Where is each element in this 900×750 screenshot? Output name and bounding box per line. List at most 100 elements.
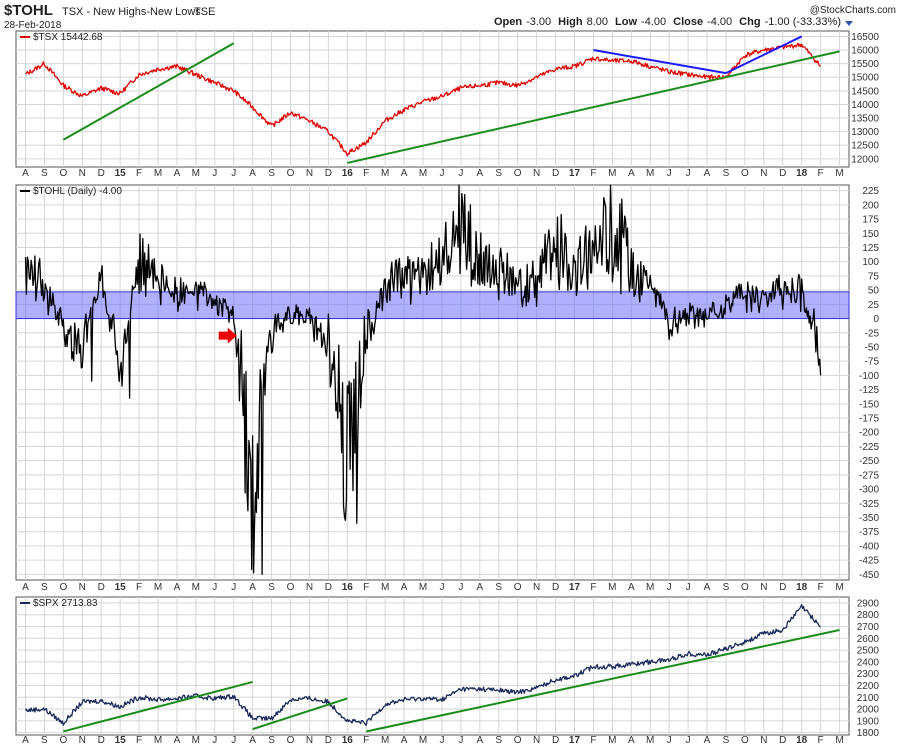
x-tick-label: A	[704, 735, 711, 746]
data-point	[706, 654, 708, 656]
y-tick-label: 2700	[857, 622, 880, 633]
y-tick-label: 13500	[851, 114, 879, 125]
data-point	[138, 244, 140, 246]
series-line-bottom	[24, 603, 821, 726]
y-tick-label: -450	[859, 570, 879, 581]
y-tick-label: 0	[873, 314, 879, 325]
x-tick-label: J	[231, 582, 236, 593]
x-tick-label: 15	[115, 735, 127, 746]
data-point	[687, 653, 689, 655]
x-tick-label: J	[439, 735, 444, 746]
data-point	[346, 522, 348, 524]
x-tick-label: S	[495, 168, 502, 179]
ohlc-value-high: 8.00	[587, 16, 608, 28]
data-point	[327, 701, 329, 703]
x-tick-label: F	[818, 582, 824, 593]
data-point	[25, 74, 27, 76]
y-tick-label: 150	[862, 229, 879, 240]
x-tick-label: F	[590, 168, 596, 179]
data-point	[649, 272, 651, 274]
data-point	[271, 718, 273, 720]
trendline-blue	[725, 35, 803, 75]
data-point	[574, 675, 576, 677]
y-tick-label: -225	[859, 442, 879, 453]
data-point	[441, 255, 443, 257]
x-tick-label: J	[458, 582, 463, 593]
trendline-green	[252, 697, 348, 731]
data-point	[479, 244, 481, 246]
data-point	[327, 131, 329, 133]
x-tick-label: 17	[569, 582, 581, 593]
data-point	[649, 65, 651, 67]
x-tick-label: M	[419, 582, 427, 593]
x-tick-label: S	[268, 582, 275, 593]
data-point	[62, 340, 64, 342]
y-tick-label: -300	[859, 485, 879, 496]
x-tick-label: O	[741, 582, 749, 593]
x-tick-label: M	[154, 168, 162, 179]
x-tick-label: S	[268, 168, 275, 179]
data-point	[233, 323, 235, 325]
ohlc-label-open: Open	[494, 16, 522, 28]
x-tick-label: J	[458, 735, 463, 746]
x-tick-label: N	[79, 735, 86, 746]
x-tick-label: 15	[115, 582, 127, 593]
data-point	[820, 374, 822, 376]
legend-label-bottom: $SPX 2713.83	[33, 598, 98, 609]
x-tick-label: A	[401, 168, 408, 179]
x-tick-label: D	[325, 168, 332, 179]
x-tick-label: M	[419, 168, 427, 179]
x-tick-label: J	[667, 582, 672, 593]
x-tick-label: S	[268, 735, 275, 746]
data-point	[100, 272, 102, 274]
data-point	[214, 82, 216, 84]
data-point	[744, 641, 746, 643]
x-tick-label: M	[419, 735, 427, 746]
trendline-green	[366, 629, 840, 733]
data-point	[25, 709, 27, 711]
data-point	[157, 284, 159, 286]
data-point	[176, 289, 178, 291]
data-point	[536, 76, 538, 78]
data-point	[668, 340, 670, 342]
x-tick-label: M	[835, 735, 843, 746]
data-point	[574, 261, 576, 263]
y-tick-label: 125	[862, 243, 879, 254]
x-tick-label: S	[41, 735, 48, 746]
ohlc-label-chg: Chg	[739, 16, 760, 28]
stockcharts-credit: @StockCharts.com	[810, 5, 896, 16]
x-tick-label: M	[381, 735, 389, 746]
data-point	[782, 629, 784, 631]
x-tick-label: O	[59, 168, 67, 179]
y-tick-label: 12000	[851, 154, 879, 165]
x-tick-label: M	[646, 582, 654, 593]
y-tick-label: 15000	[851, 73, 879, 84]
y-tick-label: -25	[865, 328, 880, 339]
chart-date: 28-Feb-2018	[4, 20, 62, 31]
chart-symbol: $TOHL	[4, 2, 53, 19]
x-tick-label: 16	[342, 735, 354, 746]
x-tick-label: O	[287, 582, 295, 593]
x-tick-label: D	[552, 582, 559, 593]
chart-exchange: TSE	[194, 6, 215, 18]
x-tick-label: M	[835, 582, 843, 593]
data-point	[763, 633, 765, 635]
ohlc-dropdown-icon[interactable]	[845, 21, 853, 26]
ohlc-label-low: Low	[615, 16, 637, 28]
data-point	[327, 363, 329, 365]
y-tick-label: 50	[868, 286, 880, 297]
y-tick-label: 100	[862, 257, 879, 268]
data-point	[252, 718, 254, 720]
data-point	[252, 106, 254, 108]
ohlc-readout: -1.00 (-33.33%) Chg -4.00 Close -4.00 Low 8.00…	[494, 16, 841, 28]
data-point	[43, 284, 45, 286]
data-point	[668, 71, 670, 73]
x-tick-label: J	[458, 168, 463, 179]
ohlc-label-high: High	[558, 16, 583, 28]
data-point	[593, 666, 595, 668]
data-point	[290, 699, 292, 701]
data-point	[365, 142, 367, 144]
x-tick-label: S	[723, 735, 730, 746]
x-tick-label: F	[136, 735, 142, 746]
data-point	[100, 700, 102, 702]
